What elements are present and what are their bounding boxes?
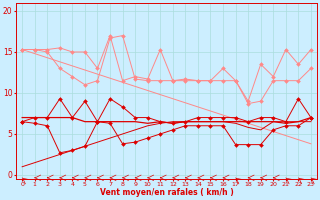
X-axis label: Vent moyen/en rafales ( km/h ): Vent moyen/en rafales ( km/h ) [100,188,233,197]
